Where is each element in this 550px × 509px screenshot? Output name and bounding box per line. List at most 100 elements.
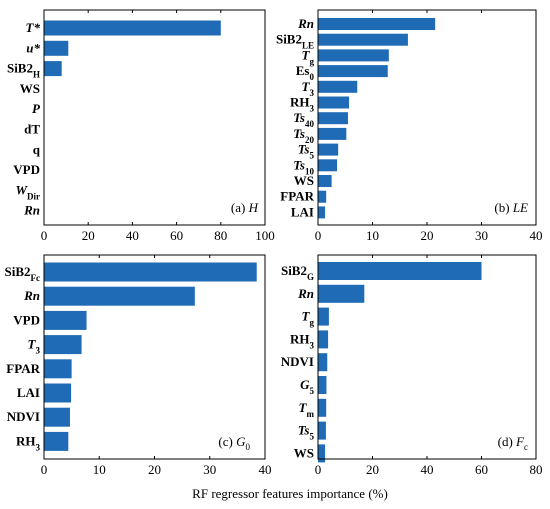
category-label-q: q bbox=[33, 142, 41, 157]
x-tick-label: 40 bbox=[421, 462, 434, 477]
category-label-Tg: Tg bbox=[302, 47, 315, 66]
bar-FPAR bbox=[318, 190, 327, 203]
category-label-LAI: LAI bbox=[291, 204, 314, 219]
bar-Ts40 bbox=[318, 112, 348, 125]
bar-SiB2LE bbox=[318, 33, 408, 46]
bar-RH3 bbox=[318, 330, 329, 349]
category-label-RH3: RH3 bbox=[290, 95, 315, 114]
x-tick-label: 40 bbox=[126, 228, 139, 243]
bar-Tm bbox=[318, 398, 327, 417]
bar-SiB2Fc bbox=[44, 262, 257, 282]
category-label-Tg: Tg bbox=[302, 309, 315, 328]
panel-annotation: (b) LE bbox=[494, 200, 528, 215]
x-tick-label: 60 bbox=[170, 228, 183, 243]
axes-frame bbox=[43, 254, 266, 460]
panel-annotation: (d) Fc bbox=[498, 434, 528, 452]
bar-Rn bbox=[318, 284, 365, 303]
category-label-WDir: WDir bbox=[15, 182, 40, 201]
bar-SiB2H bbox=[44, 61, 62, 77]
category-label-RH3: RH3 bbox=[16, 433, 41, 452]
category-label-Es0: Es0 bbox=[296, 63, 315, 82]
category-label-NDVI: NDVI bbox=[281, 354, 314, 369]
bar-NDVI bbox=[44, 407, 70, 427]
category-label-T3: T3 bbox=[28, 337, 41, 356]
bar-WS bbox=[318, 175, 332, 187]
x-tick-label: 30 bbox=[475, 228, 488, 243]
category-label-VPD: VPD bbox=[13, 162, 40, 177]
panel-annotation: (a) H bbox=[231, 200, 259, 215]
bar-FPAR bbox=[44, 359, 72, 379]
chart-panel-2: RnSiB2LETgEs0T3RH3Ts40Ts20Ts5Ts10WSFPARL… bbox=[276, 9, 543, 243]
category-label-T*: T* bbox=[26, 20, 41, 35]
panel-annotation: (c) G0 bbox=[218, 434, 250, 452]
x-tick-label: 20 bbox=[366, 462, 379, 477]
x-tick-label: 20 bbox=[148, 462, 161, 477]
category-label-WS: WS bbox=[294, 445, 314, 460]
x-tick-label: 60 bbox=[475, 462, 488, 477]
bar-WS bbox=[318, 444, 326, 463]
bar-Tg bbox=[318, 307, 329, 326]
x-tick-label: 20 bbox=[421, 228, 434, 243]
category-label-Ts10: Ts10 bbox=[293, 157, 314, 176]
category-label-Rn: Rn bbox=[297, 16, 314, 31]
category-label-VPD: VPD bbox=[13, 312, 40, 327]
shared-x-axis-label: RF regressor features importance (%) bbox=[192, 486, 388, 501]
category-label-SiB2H: SiB2H bbox=[7, 61, 40, 80]
category-label-Tm: Tm bbox=[299, 400, 315, 419]
x-tick-label: 100 bbox=[255, 228, 275, 243]
x-tick-label: 0 bbox=[315, 228, 322, 243]
category-label-dT: dT bbox=[24, 122, 40, 137]
bar-u* bbox=[44, 40, 69, 56]
category-label-LAI: LAI bbox=[17, 385, 40, 400]
bar-Ts5 bbox=[318, 143, 339, 156]
x-tick-label: 30 bbox=[203, 462, 216, 477]
x-tick-label: 0 bbox=[315, 462, 322, 477]
category-label-FPAR: FPAR bbox=[280, 189, 314, 204]
bar-Ts20 bbox=[318, 127, 347, 140]
category-label-FPAR: FPAR bbox=[6, 361, 40, 376]
category-label-T3: T3 bbox=[302, 79, 315, 98]
category-label-NDVI: NDVI bbox=[7, 409, 40, 424]
category-label-Rn: Rn bbox=[23, 288, 40, 303]
category-label-Ts5: Ts5 bbox=[298, 142, 315, 161]
category-label-Ts20: Ts20 bbox=[293, 126, 314, 145]
category-label-Rn: Rn bbox=[297, 286, 314, 301]
bar-Es0 bbox=[318, 65, 388, 78]
x-tick-label: 0 bbox=[41, 228, 48, 243]
bar-Ts5 bbox=[318, 421, 326, 440]
category-label-WS: WS bbox=[294, 173, 314, 188]
bar-RH3 bbox=[318, 96, 350, 109]
bar-Rn bbox=[44, 286, 195, 306]
bar-VPD bbox=[44, 310, 87, 330]
category-label-P: P bbox=[32, 101, 41, 116]
bar-T* bbox=[44, 20, 221, 36]
bar-T3 bbox=[44, 335, 82, 355]
x-tick-label: 40 bbox=[530, 228, 543, 243]
bar-LAI bbox=[44, 383, 72, 403]
category-label-RH3: RH3 bbox=[290, 331, 315, 350]
category-label-SiB2G: SiB2G bbox=[281, 263, 314, 282]
bar-Rn bbox=[318, 18, 436, 30]
x-tick-label: 80 bbox=[530, 462, 543, 477]
bar-SiB2G bbox=[318, 262, 482, 280]
x-tick-label: 80 bbox=[214, 228, 227, 243]
bar-G5 bbox=[318, 376, 327, 394]
bar-LAI bbox=[318, 206, 326, 219]
x-tick-label: 40 bbox=[259, 462, 272, 477]
axes-frame bbox=[43, 9, 266, 226]
category-label-Rn: Rn bbox=[23, 203, 40, 218]
x-tick-label: 20 bbox=[82, 228, 95, 243]
category-label-SiB2LE: SiB2LE bbox=[276, 32, 314, 51]
bar-Tg bbox=[318, 49, 389, 62]
category-label-WS: WS bbox=[20, 81, 40, 96]
x-tick-label: 0 bbox=[41, 462, 48, 477]
bar-Ts10 bbox=[318, 159, 338, 172]
category-label-SiB2Fc: SiB2Fc bbox=[4, 264, 40, 283]
bar-RH3 bbox=[44, 431, 69, 451]
x-tick-label: 10 bbox=[93, 462, 106, 477]
bar-T3 bbox=[318, 80, 358, 93]
category-label-Ts40: Ts40 bbox=[293, 110, 314, 129]
